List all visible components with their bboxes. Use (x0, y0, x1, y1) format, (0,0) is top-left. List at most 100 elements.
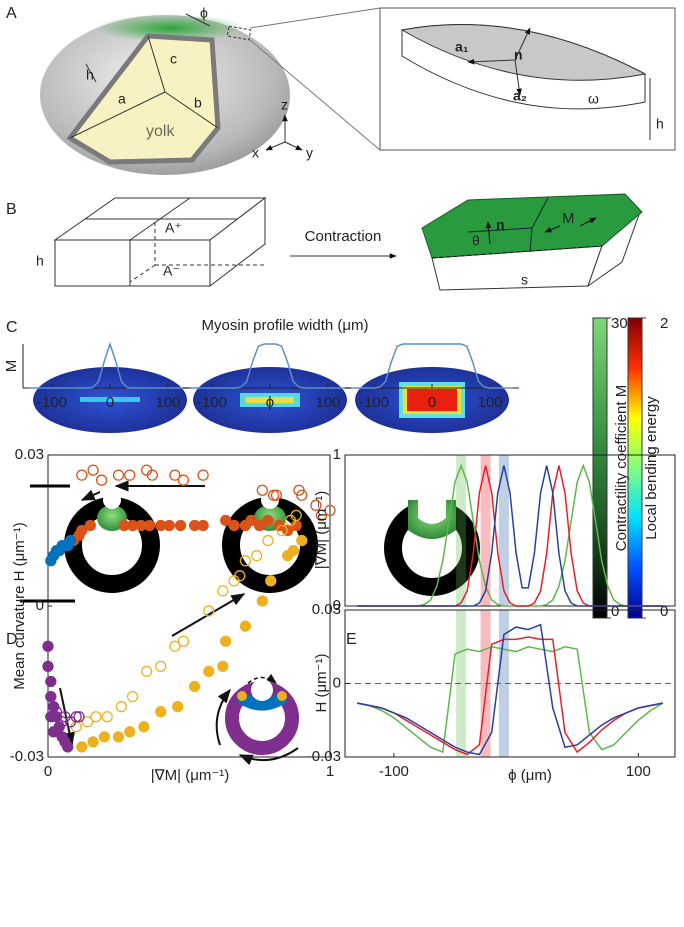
point (45, 690, 57, 703)
y-tick-label: 0 (333, 674, 341, 691)
y-axis-label: M (3, 360, 20, 373)
highlight-band (498, 455, 509, 606)
point (143, 519, 156, 532)
point (163, 519, 175, 532)
label-a: a (118, 91, 126, 107)
shape-inset (225, 679, 299, 755)
x-axis-label: ϕ (μm) (508, 767, 552, 784)
label-a-minus: A⁻ (163, 263, 180, 279)
point (296, 534, 308, 547)
point (81, 716, 94, 728)
point (101, 711, 113, 723)
x-axis-label: |∇M| (μm⁻¹) (151, 767, 230, 784)
x-tick-label: ϕ (266, 394, 274, 411)
point (197, 519, 209, 532)
point (265, 575, 277, 587)
point (256, 595, 268, 607)
label-h: h (86, 67, 94, 83)
label-yolk: yolk (146, 123, 175, 140)
point (155, 706, 167, 718)
x-tick-label: -100 (379, 763, 409, 780)
line (188, 343, 352, 389)
arrows (59, 480, 299, 766)
point (177, 635, 190, 647)
colorbar-label: Contractility coefficient M (613, 385, 630, 551)
panel-label: D (6, 631, 18, 648)
point (290, 509, 302, 522)
point (296, 489, 308, 501)
panel-label: B (6, 201, 17, 218)
point (188, 680, 201, 693)
line (357, 623, 663, 756)
y-tick-label: 0 (36, 597, 44, 614)
colorbar-tick-label: 30 (611, 315, 628, 332)
point (124, 726, 136, 738)
point (146, 469, 158, 481)
y-tick-label: 1 (333, 446, 341, 463)
axis-z: z (281, 97, 288, 113)
point (174, 519, 187, 532)
point (177, 474, 190, 486)
point (112, 731, 125, 743)
point (253, 519, 266, 532)
y-axis-label: H (μm⁻¹) (313, 653, 330, 712)
colorbar-tick-label: 0 (611, 603, 619, 620)
block-diagram (53, 193, 643, 291)
point (62, 741, 74, 753)
point (310, 499, 322, 511)
point (234, 570, 246, 582)
axis-x: x (252, 145, 259, 161)
highlight-band (498, 610, 509, 757)
colorbar-tick-label: 0 (660, 603, 668, 620)
point (87, 736, 99, 748)
y-tick-label: 0 (333, 597, 341, 614)
label-phi: ϕ (200, 5, 208, 21)
point (217, 585, 229, 597)
x-tick-label: 100 (155, 394, 180, 411)
point (267, 489, 280, 501)
point (126, 690, 139, 703)
point (203, 665, 215, 678)
y-tick-label: 0.03 (15, 446, 44, 463)
point (42, 660, 54, 673)
point (220, 635, 232, 647)
point (217, 660, 229, 673)
line (357, 636, 663, 756)
x-tick-label: 0 (44, 763, 52, 780)
point (76, 524, 88, 537)
point (169, 469, 181, 481)
x-tick-label: -100 (197, 394, 227, 411)
colorbar-labels: 0 30 Contractility coefficient M 0 2 Local be… (607, 315, 668, 620)
x-tick-label: 0 (106, 394, 114, 411)
inset-a1: a₁ (455, 39, 469, 55)
label-a-plus: A⁺ (165, 220, 182, 236)
point (172, 701, 184, 713)
point (90, 711, 102, 723)
inset-h: h (656, 116, 664, 132)
point (76, 469, 88, 481)
point (256, 484, 268, 496)
line (357, 465, 663, 607)
point (124, 469, 136, 481)
x-tick-label: 100 (626, 763, 651, 780)
point (251, 550, 263, 562)
label-m: M (562, 210, 575, 227)
point (155, 660, 167, 673)
inset-a2: a₂ (513, 88, 527, 104)
y-tick-label: 0.03 (312, 601, 341, 618)
point (203, 605, 215, 617)
x-tick-label: 1 (326, 763, 334, 780)
point (64, 534, 77, 547)
colorbar-tick-label: 2 (660, 315, 668, 332)
y-tick-label: -0.03 (10, 748, 44, 765)
label-n: n (496, 217, 505, 233)
point (220, 514, 232, 527)
simulation-images (20, 317, 643, 619)
line (357, 646, 664, 754)
point (87, 464, 99, 476)
label-theta: θ (472, 233, 480, 249)
point (141, 665, 153, 678)
point (262, 534, 274, 547)
point (45, 675, 57, 688)
